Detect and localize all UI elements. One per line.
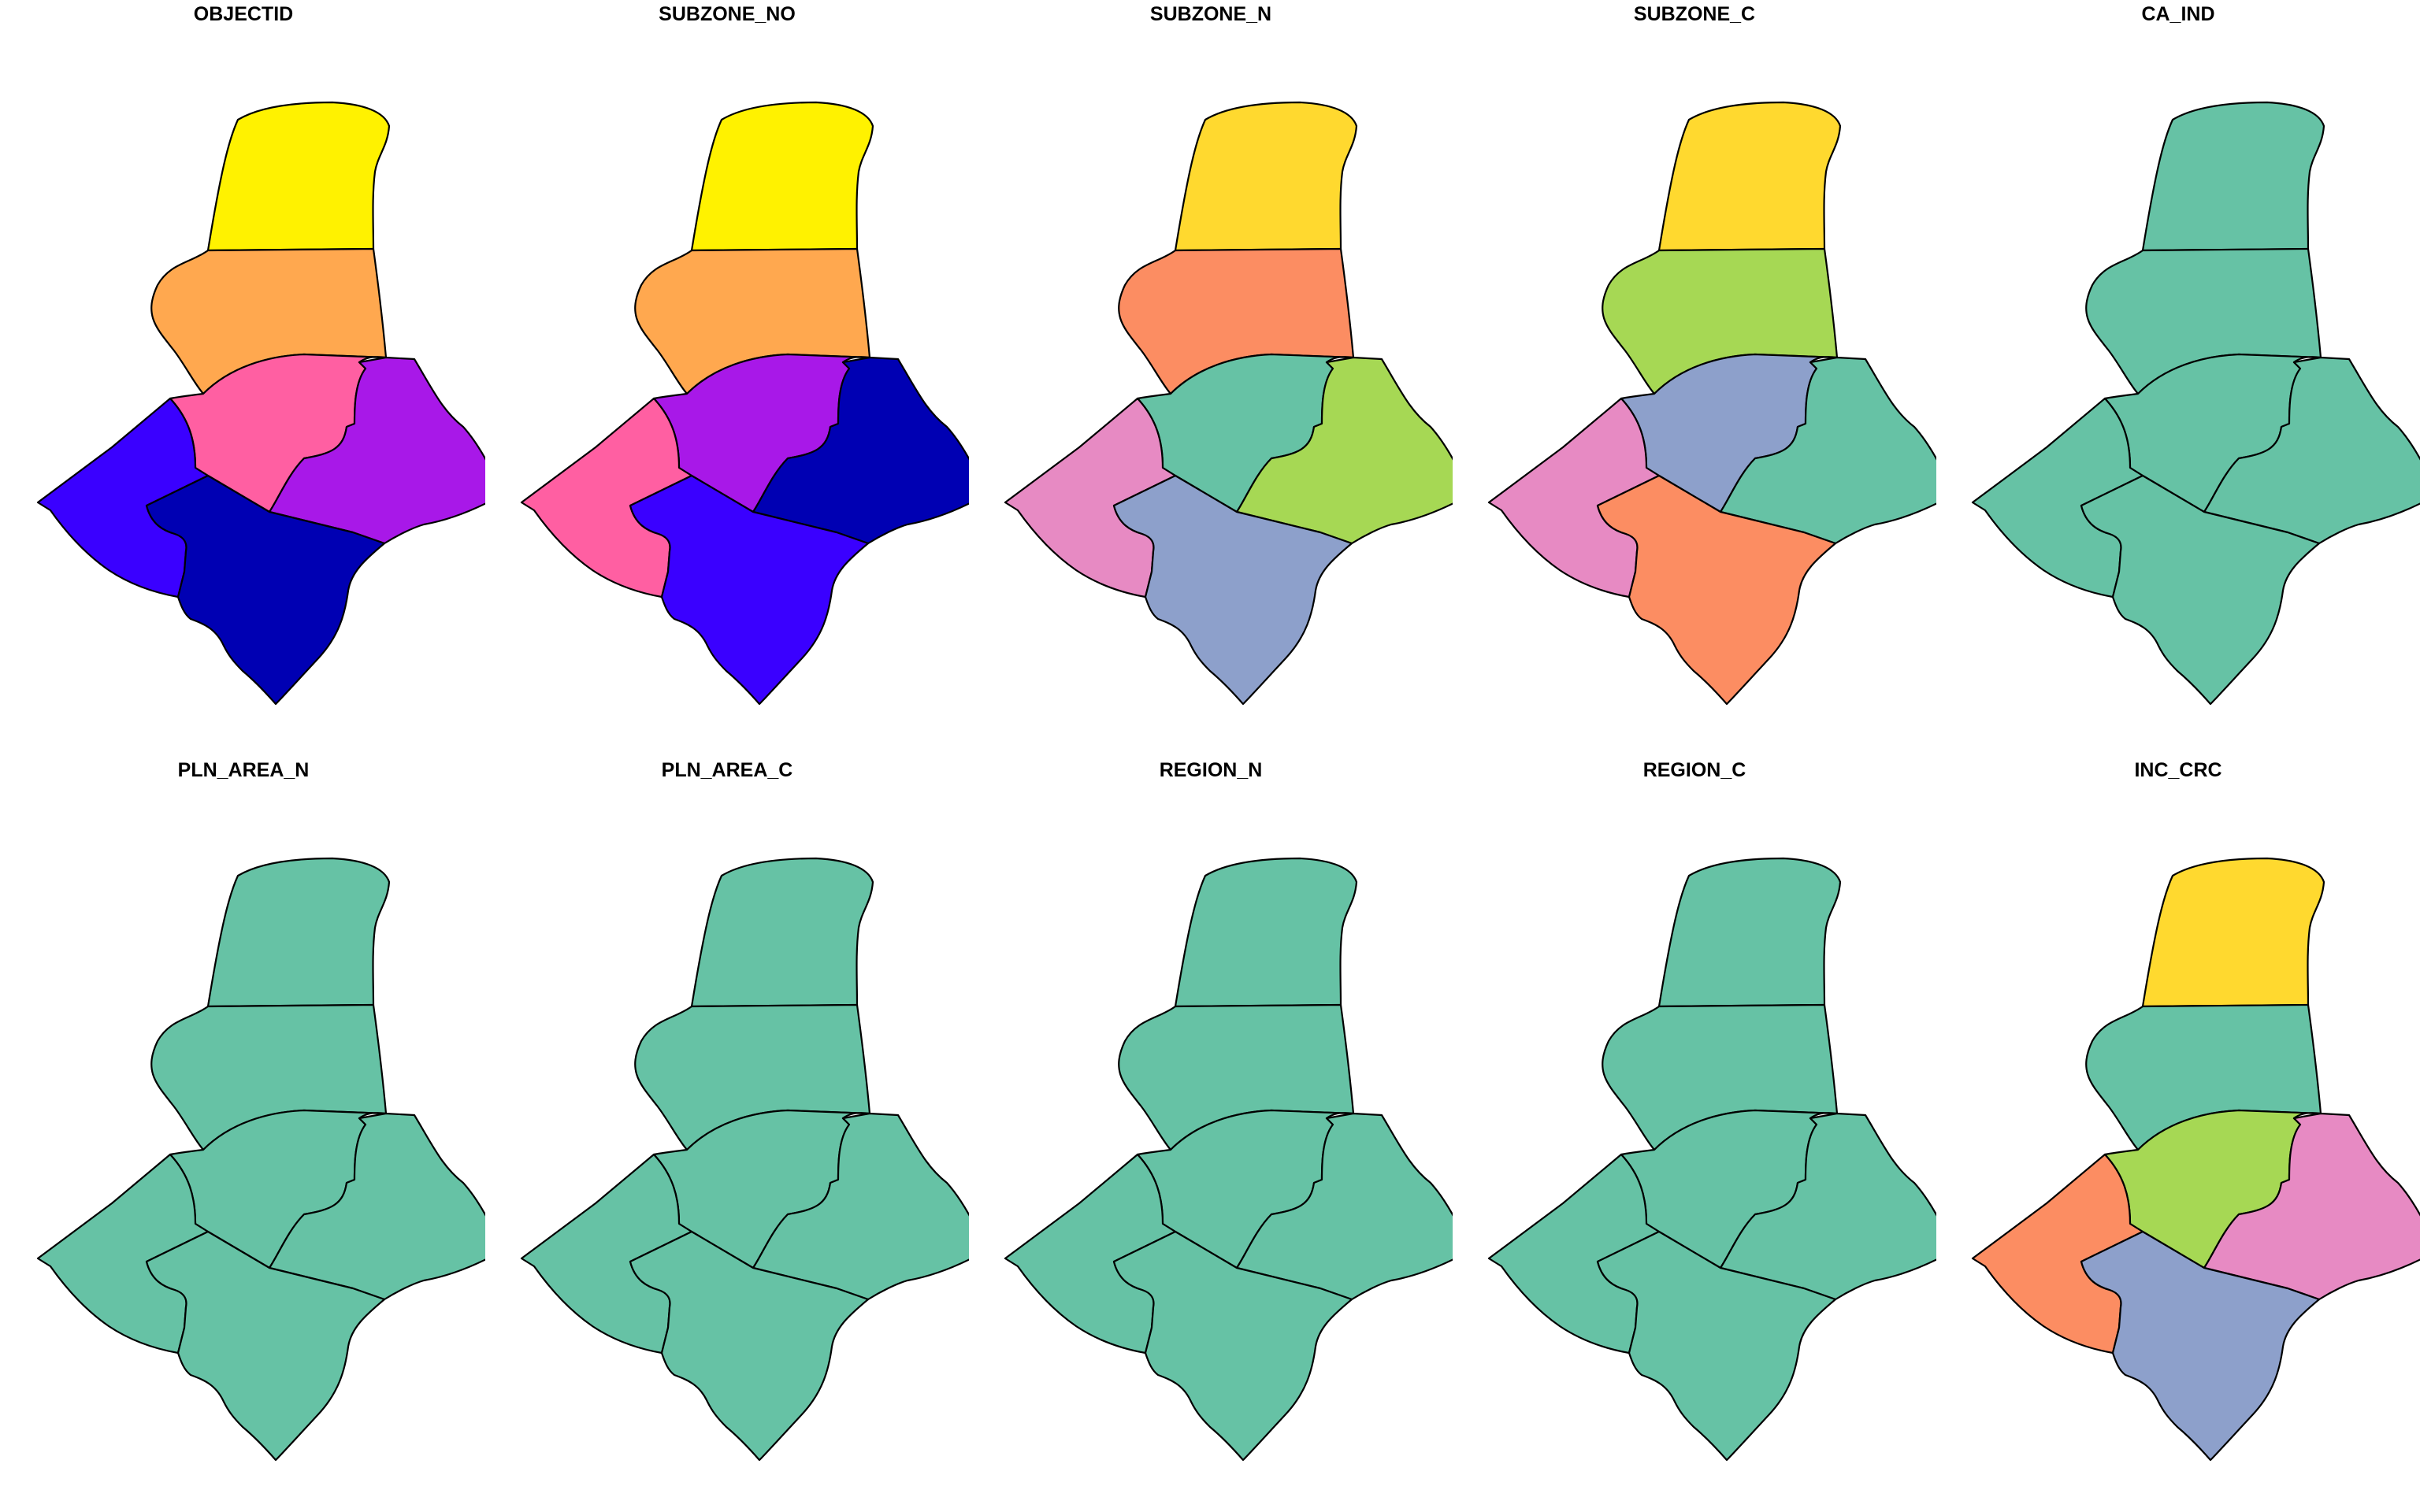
subzone-north bbox=[206, 857, 391, 1008]
subzone-south bbox=[1112, 474, 1353, 706]
subzone-south bbox=[145, 1230, 386, 1462]
map-panel: SUBZONE_N bbox=[969, 0, 1453, 756]
subzone-map bbox=[36, 101, 485, 706]
panel-title: PLN_AREA_N bbox=[177, 759, 310, 781]
subzone-south bbox=[2080, 474, 2321, 706]
subzone-south bbox=[1112, 1230, 1353, 1462]
map-panel: PLN_AREA_N bbox=[2, 756, 485, 1512]
subzone-map bbox=[1487, 101, 1936, 706]
subzone-east bbox=[752, 1112, 969, 1301]
map-panel: INC_CRC bbox=[1936, 756, 2420, 1512]
panel-title: INC_CRC bbox=[2134, 759, 2222, 781]
subzone-north bbox=[2141, 857, 2325, 1008]
map-panel: OBJECTID bbox=[2, 0, 485, 756]
panel-title: REGION_C bbox=[1642, 759, 1746, 781]
subzone-east bbox=[1719, 1112, 1936, 1301]
subzone-east bbox=[1719, 356, 1936, 545]
subzone-map bbox=[1487, 857, 1936, 1462]
panel-title: OBJECTID bbox=[193, 3, 294, 25]
subzone-north bbox=[206, 101, 391, 252]
subzone-east bbox=[2203, 1112, 2420, 1301]
subzone-north bbox=[690, 101, 874, 252]
panel-title: SUBZONE_N bbox=[1149, 3, 1272, 25]
subzone-north bbox=[1174, 857, 1358, 1008]
panel-title: REGION_N bbox=[1159, 759, 1263, 781]
subzone-east bbox=[752, 356, 969, 545]
subzone-south bbox=[2080, 1230, 2321, 1462]
map-panel: REGION_N bbox=[969, 756, 1453, 1512]
subzone-east bbox=[1235, 356, 1453, 545]
subzone-east bbox=[1235, 1112, 1453, 1301]
panel-title: SUBZONE_C bbox=[1633, 3, 1756, 25]
subzone-south bbox=[145, 474, 386, 706]
subzone-east bbox=[268, 1112, 485, 1301]
subzone-north bbox=[2141, 101, 2325, 252]
subzone-upper-mid bbox=[150, 247, 388, 395]
map-panel: PLN_AREA_C bbox=[485, 756, 969, 1512]
subzone-map bbox=[1004, 857, 1453, 1462]
subzone-north bbox=[1174, 101, 1358, 252]
map-panel: REGION_C bbox=[1453, 756, 1936, 1512]
subzone-upper-mid bbox=[2085, 1003, 2322, 1151]
subzone-upper-mid bbox=[634, 247, 871, 395]
subzone-upper-mid bbox=[1602, 1003, 1839, 1151]
subzone-upper-mid bbox=[150, 1003, 388, 1151]
subzone-map bbox=[520, 101, 969, 706]
subzone-upper-mid bbox=[634, 1003, 871, 1151]
subzone-map bbox=[36, 857, 485, 1462]
subzone-north bbox=[690, 857, 874, 1008]
subzone-map bbox=[520, 857, 969, 1462]
panel-title: SUBZONE_NO bbox=[659, 3, 796, 25]
subzone-south bbox=[1596, 1230, 1837, 1462]
map-panel: SUBZONE_C bbox=[1453, 0, 1936, 756]
subzone-upper-mid bbox=[1118, 247, 1355, 395]
subzone-north bbox=[1657, 857, 1842, 1008]
subzone-map bbox=[1971, 857, 2420, 1462]
subzone-upper-mid bbox=[1602, 247, 1839, 395]
subzone-south bbox=[629, 1230, 870, 1462]
subzone-map bbox=[1971, 101, 2420, 706]
map-panel: SUBZONE_NO bbox=[485, 0, 969, 756]
panel-title: CA_IND bbox=[2141, 3, 2215, 25]
subzone-south bbox=[1596, 474, 1837, 706]
subzone-north bbox=[1657, 101, 1842, 252]
subzone-south bbox=[629, 474, 870, 706]
subzone-east bbox=[2203, 356, 2420, 545]
panel-title: PLN_AREA_C bbox=[661, 759, 793, 781]
subzone-map bbox=[1004, 101, 1453, 706]
map-panel: CA_IND bbox=[1936, 0, 2420, 756]
subzone-upper-mid bbox=[1118, 1003, 1355, 1151]
subzone-east bbox=[268, 356, 485, 545]
subzone-upper-mid bbox=[2085, 247, 2322, 395]
